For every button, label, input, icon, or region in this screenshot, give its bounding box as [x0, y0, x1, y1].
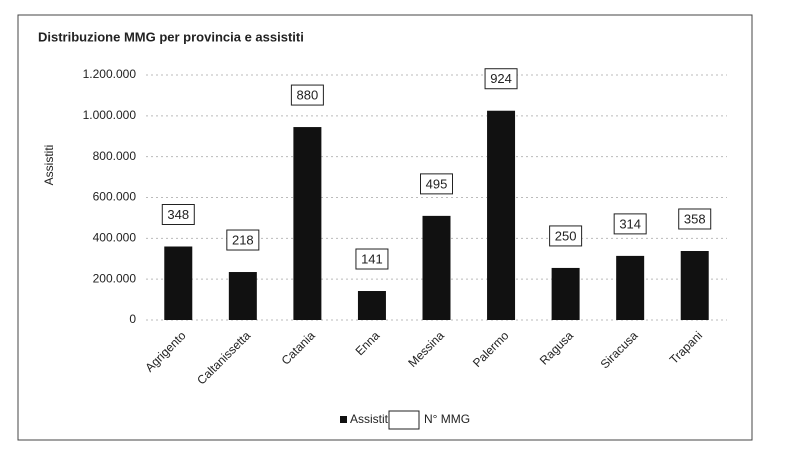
mmg-label-box [161, 204, 195, 225]
legend-label: Assistiti [350, 412, 391, 426]
bar [487, 110, 516, 321]
mmg-label-box [226, 229, 260, 251]
y-tick-label: 1.000.000 [83, 108, 137, 122]
bar [422, 215, 451, 320]
legend-label: N° MMG [424, 412, 470, 426]
mmg-label: 218 [232, 232, 254, 247]
bar [164, 246, 193, 320]
bar [616, 255, 645, 320]
mmg-label-box [549, 225, 583, 247]
bar [357, 291, 386, 320]
mmg-label: 924 [490, 71, 512, 86]
y-tick-label: 200.000 [93, 271, 137, 285]
legend-swatch [388, 410, 420, 430]
mmg-label-box [355, 248, 389, 270]
mmg-label: 348 [167, 207, 189, 222]
y-tick-label: 0 [129, 312, 136, 326]
mmg-label: 358 [684, 211, 706, 226]
mmg-label: 250 [555, 228, 577, 243]
mmg-label-box [484, 68, 518, 90]
bar [228, 272, 257, 320]
mmg-label: 495 [426, 176, 448, 191]
y-tick-label: 400.000 [93, 231, 137, 245]
y-tick-label: 1.200.000 [83, 67, 137, 81]
y-axis-label: Assistiti [42, 145, 56, 186]
bar [293, 127, 322, 320]
y-tick-label: 600.000 [93, 190, 137, 204]
mmg-label-box [420, 173, 453, 195]
y-tick-label: 800.000 [93, 149, 137, 163]
bar [680, 250, 709, 320]
mmg-label-box [678, 208, 712, 230]
mmg-label: 880 [297, 88, 319, 103]
mmg-label: 314 [619, 216, 641, 231]
mmg-label: 141 [361, 251, 383, 266]
bar [551, 267, 580, 320]
mmg-label-box [613, 213, 647, 235]
legend-swatch [340, 416, 347, 423]
chart-title: Distribuzione MMG per provincia e assist… [38, 29, 304, 44]
mmg-label-box [290, 84, 324, 106]
